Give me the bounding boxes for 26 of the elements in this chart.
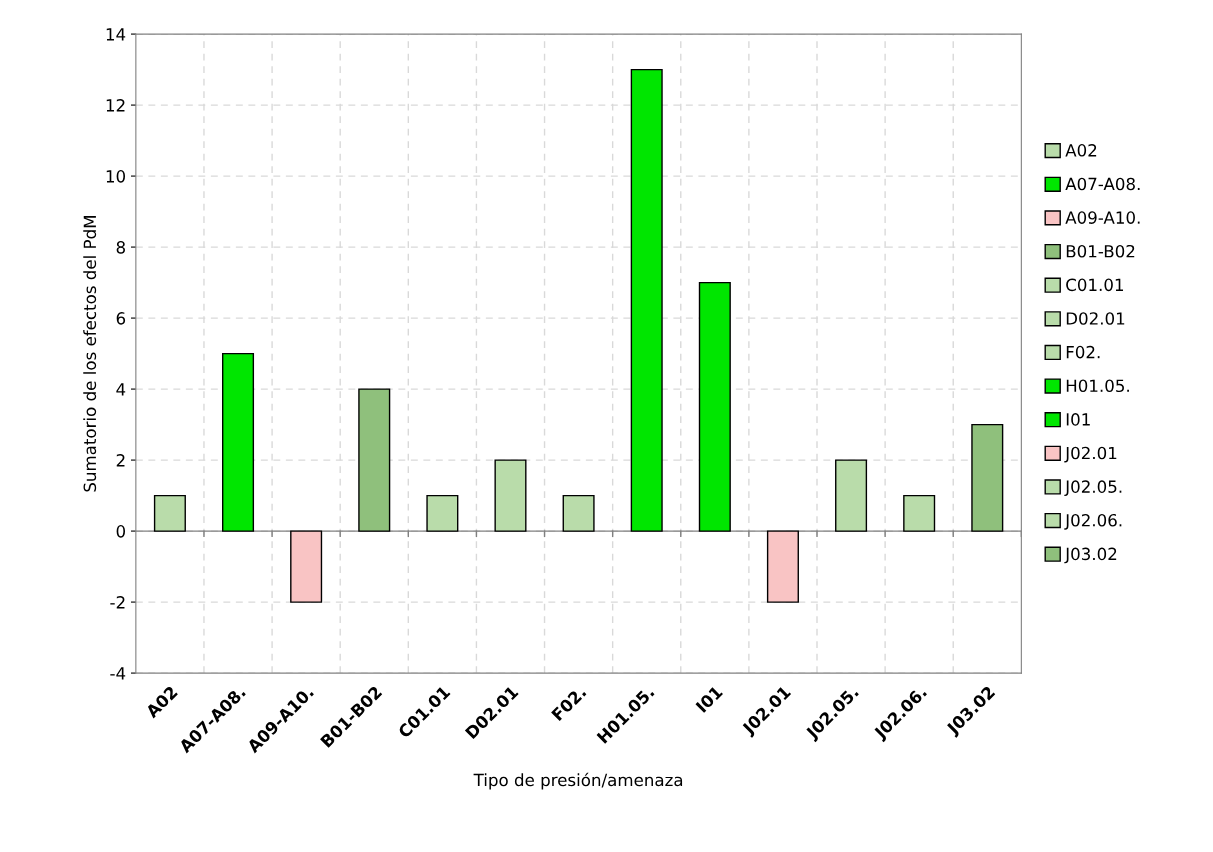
y-tick-label: 0 xyxy=(116,525,126,538)
y-tick-label: 2 xyxy=(116,454,125,467)
legend-label: A07-A08. xyxy=(1065,177,1140,191)
y-tick-label: -4 xyxy=(110,667,126,680)
legend-label: J02.01 xyxy=(1064,446,1117,463)
y-tick-label: 14 xyxy=(106,28,126,41)
y-tick-label: 12 xyxy=(106,99,125,112)
y-tick-label: 10 xyxy=(106,170,126,183)
legend-label: J02.05. xyxy=(1064,480,1122,497)
legend-label: C01.01 xyxy=(1066,278,1124,292)
y-axis-title: Sumatorio de los efectos del PdM xyxy=(83,216,97,492)
y-tick-label: -2 xyxy=(110,596,125,609)
y-tick-label: 4 xyxy=(116,383,126,396)
legend-label: B01-B02 xyxy=(1066,244,1135,258)
legend-label: J03.02 xyxy=(1064,547,1117,564)
legend-label: H01.05. xyxy=(1066,379,1129,393)
y-tick-label: 8 xyxy=(116,241,125,254)
legend-label: A09-A10. xyxy=(1065,211,1140,224)
legend-label: J02.06. xyxy=(1064,513,1122,530)
legend-label: I01 xyxy=(1066,413,1090,426)
x-axis-title: Tipo de presión/amenaza xyxy=(473,772,683,790)
y-tick-label: 6 xyxy=(116,312,126,325)
legend-label: D02.01 xyxy=(1066,312,1125,325)
legend-label: F02. xyxy=(1066,345,1100,359)
legend-label: A02 xyxy=(1065,144,1097,157)
x-tick-label: I01 xyxy=(695,685,724,714)
